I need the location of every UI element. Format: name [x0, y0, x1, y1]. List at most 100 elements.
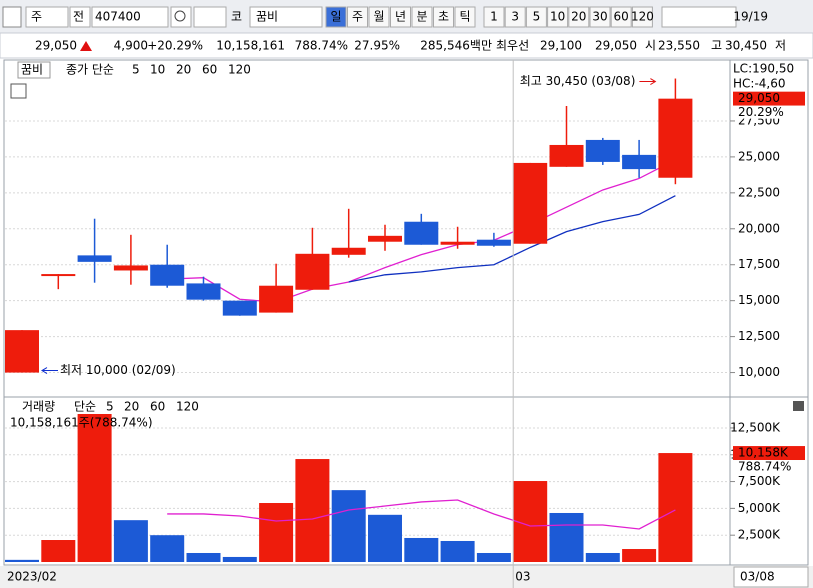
menu-icon[interactable] — [2, 6, 22, 28]
market-select[interactable] — [25, 6, 69, 28]
interval-button[interactable] — [631, 6, 653, 28]
period-label[interactable]: 일 — [330, 10, 341, 24]
period-button[interactable] — [411, 6, 433, 28]
up-arrow — [80, 41, 92, 51]
ma-line — [167, 499, 676, 530]
interval-label[interactable]: 20 — [571, 10, 586, 24]
sound-button[interactable] — [193, 6, 227, 28]
name-input[interactable] — [249, 6, 323, 28]
period-button[interactable] — [454, 6, 476, 28]
legend-entry: 60 — [202, 63, 217, 77]
quote-high-label: 고 — [711, 39, 722, 53]
legend-entry: 120 — [176, 400, 199, 414]
quote-change: 4,900 — [114, 39, 148, 53]
ma-line — [167, 159, 676, 303]
quote-bid: 29,050 — [595, 39, 637, 53]
period-label[interactable]: 주 — [352, 10, 363, 24]
rate-bg — [733, 460, 805, 474]
legend-entry: 120 — [228, 63, 251, 77]
period-label[interactable]: 초 — [438, 10, 449, 24]
high-note: 최고 30,450 (03/08) — [520, 74, 636, 88]
quote-open: 23,550 — [658, 39, 700, 53]
legend-entry: 60 — [150, 400, 165, 414]
period-button[interactable] — [347, 6, 368, 28]
volume-bar — [658, 453, 693, 562]
candle-body — [549, 144, 584, 167]
volume-bar — [622, 549, 657, 562]
candle-body — [331, 247, 366, 255]
legend-name: 거래량 — [22, 400, 55, 414]
volume-bar — [259, 503, 294, 562]
stock-code: 407400 — [95, 10, 141, 24]
period-label[interactable]: 틱 — [459, 10, 470, 24]
volume-bar — [476, 552, 511, 562]
close-icon[interactable] — [793, 401, 804, 411]
interval-button[interactable] — [547, 6, 569, 28]
last-volume-rate: 788.74% — [738, 460, 791, 474]
search-button[interactable] — [170, 6, 192, 28]
mode-select[interactable] — [69, 6, 91, 28]
last-price: 29,050 — [738, 91, 780, 105]
volume-bar — [368, 514, 402, 562]
hc-label: HC:-4,60 — [733, 77, 786, 91]
volume-bar — [440, 540, 475, 562]
quote-amount: 285,546백만 — [420, 39, 492, 53]
interval-label[interactable]: 120 — [631, 10, 654, 24]
interval-label[interactable]: 5 — [533, 10, 541, 24]
interval-button[interactable] — [504, 6, 526, 28]
period-button[interactable] — [433, 6, 454, 28]
interval-button[interactable] — [589, 6, 611, 28]
quote-volume: 10,158,161 — [216, 39, 285, 53]
period-label[interactable]: 년 — [395, 10, 406, 24]
candle-body — [622, 154, 657, 170]
candle-body — [513, 162, 548, 244]
interval-button[interactable] — [610, 6, 632, 28]
interval-button[interactable] — [483, 6, 505, 28]
quote-volume-rate: 788.74% — [295, 39, 348, 53]
stock-name: 꿈비 — [256, 10, 278, 24]
interval-label[interactable]: 10 — [550, 10, 565, 24]
y-tick-label: 12,500 — [738, 329, 780, 343]
y-tick-label: 17,500 — [738, 257, 780, 271]
candle-body — [295, 253, 330, 290]
period-button[interactable] — [325, 6, 347, 28]
interval-label[interactable]: 1 — [490, 10, 498, 24]
y-tick-label: 25,000 — [738, 149, 780, 163]
interval-button[interactable] — [525, 6, 547, 28]
volume-bar — [513, 481, 548, 562]
y-tick-label: 5,000K — [738, 501, 781, 515]
code-input[interactable] — [91, 6, 169, 28]
interval-label[interactable]: 3 — [511, 10, 519, 24]
candle-body — [404, 221, 439, 245]
x-tick-label: 2023/02 — [7, 570, 57, 584]
table-icon[interactable] — [10, 83, 27, 99]
chart-frame — [3, 59, 809, 566]
period-label[interactable]: 월 — [373, 10, 384, 24]
candle-body — [585, 139, 620, 162]
period-label[interactable]: 분 — [416, 10, 427, 24]
volume-bar — [5, 559, 39, 562]
last-volume-box — [733, 446, 805, 461]
legend-entry: 20 — [124, 400, 139, 414]
y-tick-label: 2,500K — [738, 528, 781, 542]
quote-price: 29,050 — [35, 39, 77, 53]
interval-label[interactable]: 30 — [592, 10, 607, 24]
rate-bg — [733, 105, 805, 119]
y-tick-label: 10,000 — [738, 365, 780, 379]
candle-body — [476, 239, 511, 246]
interval-label[interactable]: 60 — [614, 10, 629, 24]
candle-body — [222, 300, 257, 316]
quote-open-label: 시 — [645, 39, 656, 53]
volume-bar — [295, 459, 330, 562]
legend-entry: 5 — [106, 400, 114, 414]
exchange: 코 — [231, 10, 242, 24]
volume-bar — [549, 512, 584, 562]
period-button[interactable] — [390, 6, 411, 28]
interval-button[interactable] — [568, 6, 590, 28]
blank-select[interactable] — [661, 6, 737, 28]
lc-label: LC:190,50 — [733, 62, 794, 76]
volume-bar — [113, 520, 148, 562]
period-button[interactable] — [368, 6, 390, 28]
legend-entry: 5 — [132, 63, 140, 77]
volume-bar — [150, 535, 185, 562]
